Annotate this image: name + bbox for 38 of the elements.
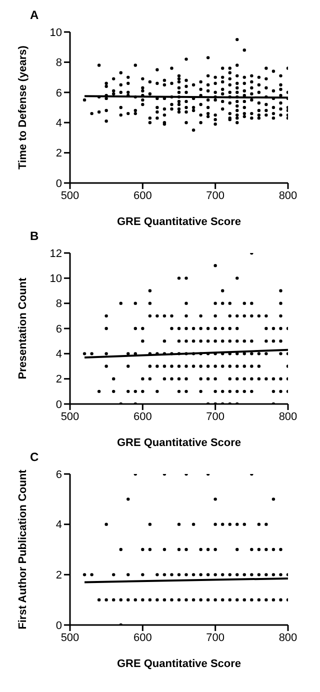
- y-tick-label: 0: [56, 398, 62, 411]
- y-axis-title: Presentation Count: [16, 277, 29, 380]
- chart-title: C: [30, 450, 40, 466]
- x-tick-label: 800: [278, 632, 298, 644]
- x-axis-title: GRE Quantitative Score: [116, 437, 242, 449]
- y-tick-label: 4: [56, 348, 62, 361]
- y-tick-label: 6: [56, 323, 62, 336]
- x-tick-label: 700: [206, 190, 225, 202]
- y-tick-label: 6: [56, 87, 62, 100]
- x-tick-label: 600: [133, 410, 152, 423]
- y-tick-label: 2: [56, 374, 62, 386]
- y-tick-label: 4: [56, 118, 62, 130]
- y-tick-label: 8: [56, 57, 62, 70]
- chart-title: A: [30, 8, 40, 24]
- y-tick-label: 8: [56, 298, 62, 310]
- y-tick-label: 2: [56, 570, 62, 582]
- y-tick-label: 6: [56, 468, 62, 481]
- chart-title: B: [30, 229, 40, 245]
- x-tick-label: 800: [278, 190, 298, 202]
- x-tick-label: 700: [206, 632, 225, 644]
- x-tick-label: 500: [60, 190, 80, 202]
- y-tick-label: 10: [50, 273, 62, 286]
- x-tick-label: 500: [60, 632, 80, 644]
- y-tick-label: 0: [56, 620, 62, 632]
- x-tick-label: 800: [278, 410, 298, 423]
- y-axis-title: Time to Defense (years): [16, 45, 29, 170]
- y-tick-label: 4: [56, 519, 62, 532]
- y-tick-label: 0: [56, 178, 62, 190]
- y-tick-label: 2: [56, 148, 62, 160]
- x-tick-label: 600: [133, 190, 152, 202]
- x-tick-label: 600: [133, 632, 152, 644]
- x-tick-label: 500: [60, 410, 80, 423]
- y-axis-title: First Author Publication Count: [16, 469, 29, 630]
- x-axis-title: GRE Quantitative Score: [116, 658, 242, 670]
- y-tick-label: 10: [50, 26, 62, 39]
- x-tick-label: 700: [206, 410, 225, 423]
- y-tick-label: 12: [50, 248, 62, 260]
- x-axis-title: GRE Quantitative Score: [116, 216, 242, 228]
